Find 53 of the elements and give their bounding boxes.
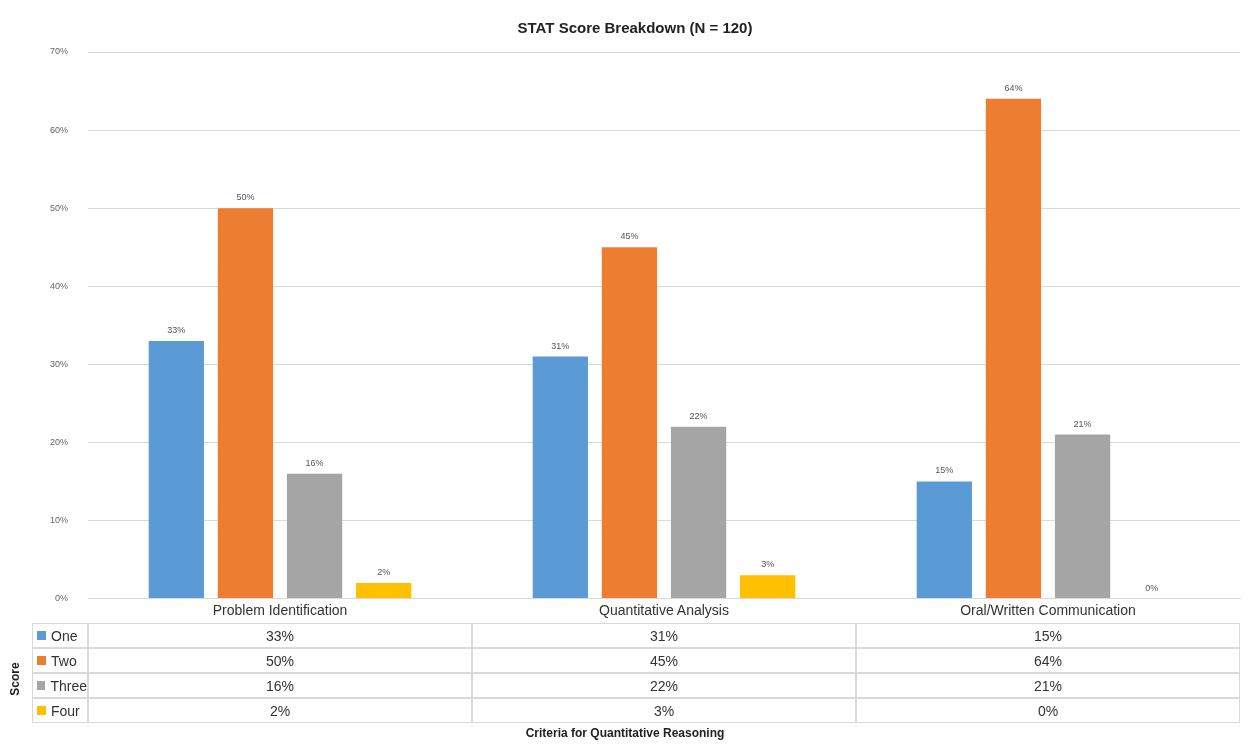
- text: 0%: [1145, 582, 1159, 593]
- y-tick-label: 50%: [50, 202, 69, 213]
- x-tick-label: Problem Identification: [212, 601, 348, 618]
- text: Criteria for Quantitative Reasoning: [524, 726, 726, 740]
- legend-label: One: [51, 627, 78, 644]
- x-tick-label: Oral/Written Communication: [960, 601, 1136, 618]
- bar: [601, 247, 658, 599]
- data-label: 3%: [472, 698, 856, 723]
- y-tick-label: 0%: [55, 593, 69, 604]
- legend-label: Two: [51, 652, 77, 669]
- legend-label: Three: [50, 677, 87, 694]
- text: 2%: [377, 566, 391, 577]
- y-axis-title: Score: [7, 662, 22, 696]
- bar: [916, 481, 972, 599]
- text: 22%: [689, 410, 708, 421]
- data-label: 16%: [88, 673, 472, 698]
- y-tick-label: 10%: [50, 515, 69, 525]
- bar: [217, 208, 274, 599]
- text: 16%: [305, 457, 324, 468]
- text: 45%: [620, 231, 639, 242]
- bar: [670, 426, 727, 599]
- y-tick-label: 70%: [50, 46, 69, 57]
- text: 33%: [167, 324, 186, 335]
- y-tick-label: 30%: [50, 358, 69, 369]
- data-label: 2%: [88, 698, 472, 723]
- data-label: 33%: [88, 623, 472, 648]
- y-tick-label: 40%: [50, 280, 69, 291]
- data-label: 64%: [856, 648, 1240, 673]
- x-tick-label: Quantitative Analysis: [599, 601, 729, 618]
- data-label: 50%: [88, 648, 472, 673]
- text: 50%: [236, 192, 255, 203]
- data-label: 45%: [472, 648, 856, 673]
- bar: [356, 582, 412, 599]
- data-label: 22%: [472, 673, 856, 698]
- chart-title: STAT Score Breakdown (N = 120): [517, 19, 753, 37]
- y-tick-label: 60%: [50, 124, 69, 135]
- data-label: 21%: [856, 673, 1240, 698]
- y-tick-label: 20%: [50, 436, 69, 447]
- bar: [985, 98, 1042, 599]
- text: 31%: [551, 340, 570, 351]
- bar: [532, 356, 588, 599]
- text: 15%: [935, 465, 954, 476]
- text: 64%: [1004, 82, 1023, 93]
- bar: [148, 340, 204, 599]
- data-label: 0%: [856, 698, 1240, 723]
- bar: [286, 473, 343, 599]
- data-label: 15%: [856, 623, 1240, 648]
- text: 21%: [1073, 418, 1092, 429]
- bar: [1054, 434, 1111, 599]
- data-label: 31%: [472, 623, 856, 648]
- bar: [740, 575, 796, 599]
- text: 3%: [761, 559, 775, 570]
- legend-label: Four: [51, 702, 80, 719]
